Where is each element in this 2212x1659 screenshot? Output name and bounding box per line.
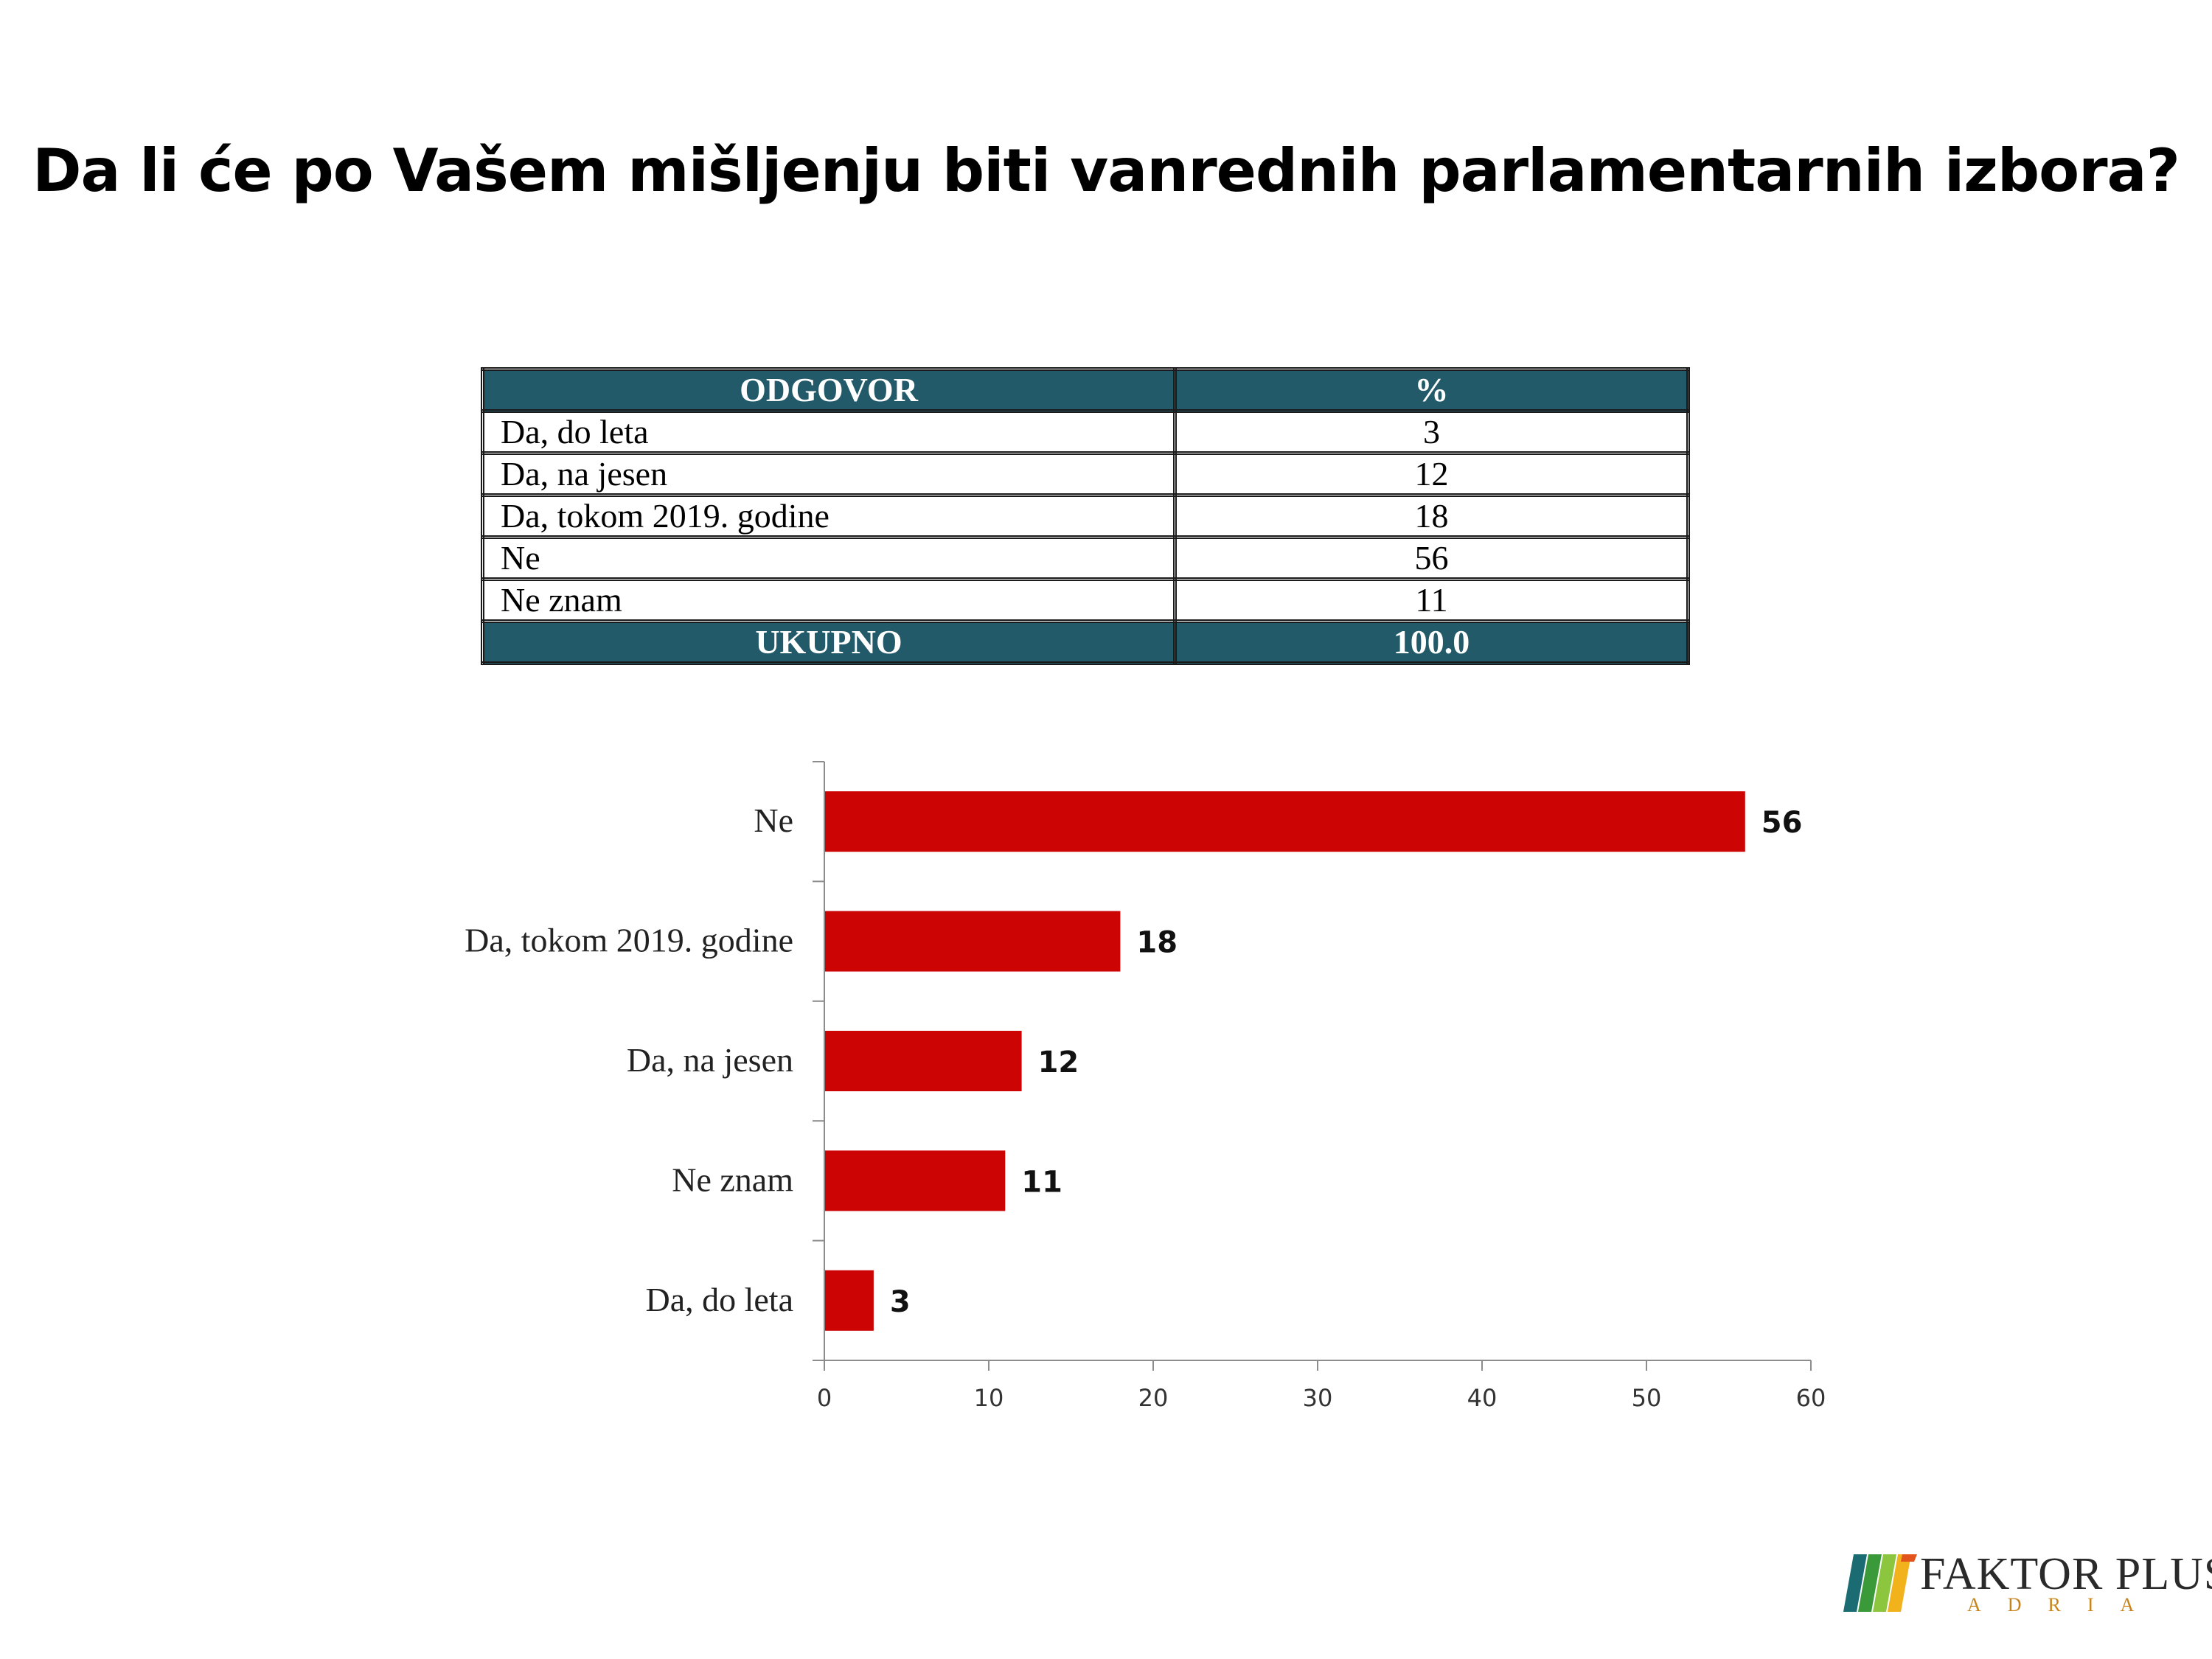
category-label: Da, do leta xyxy=(645,1281,793,1318)
data-label: 3 xyxy=(890,1285,911,1319)
table-total-row: UKUPNO 100.0 xyxy=(481,619,1690,665)
logo-name: FAKTOR PLUS xyxy=(1920,1549,2212,1599)
data-label: 18 xyxy=(1136,926,1178,960)
bar xyxy=(825,911,1121,972)
row-value: 12 xyxy=(1173,451,1690,497)
x-tick-label: 20 xyxy=(1138,1384,1169,1412)
table-row: Da, na jesen 12 xyxy=(481,451,1690,497)
x-tick-label: 0 xyxy=(817,1384,832,1412)
data-label: 56 xyxy=(1761,806,1803,840)
x-tick-label: 60 xyxy=(1796,1384,1826,1412)
table-row: Da, tokom 2019. godine 18 xyxy=(481,493,1690,539)
row-label: Ne xyxy=(481,535,1177,581)
row-value: 11 xyxy=(1173,577,1690,623)
company-logo: FAKTOR PLUS ADRIA xyxy=(1843,1548,2212,1615)
row-label: Da, do leta xyxy=(481,409,1177,455)
category-label: Da, na jesen xyxy=(627,1041,793,1079)
faktor-plus-logo-icon xyxy=(1843,1554,1917,1612)
bar-chart: 0 10 20 30 40 50 60 Ne 56 Da, tokom 2019. godine 1… xyxy=(465,761,1826,1412)
row-label: Da, na jesen xyxy=(481,451,1177,497)
x-tick-label: 30 xyxy=(1303,1384,1333,1412)
x-tick-label: 10 xyxy=(974,1384,1004,1412)
total-value: 100.0 xyxy=(1173,619,1690,665)
total-label: UKUPNO xyxy=(481,619,1177,665)
category-label: Ne xyxy=(754,801,793,839)
row-value: 3 xyxy=(1173,409,1690,455)
table-row: Da, do leta 3 xyxy=(481,409,1690,455)
logo-subtitle: ADRIA xyxy=(1967,1594,2161,1615)
row-value: 18 xyxy=(1173,493,1690,539)
row-label: Da, tokom 2019. godine xyxy=(481,493,1177,539)
bar xyxy=(825,1031,1022,1091)
data-label: 11 xyxy=(1021,1165,1062,1199)
results-table: ODGOVOR % Da, do leta 3 Da, na jesen 12 … xyxy=(481,367,1690,665)
table-row: Ne 56 xyxy=(481,535,1690,581)
x-tick-label: 50 xyxy=(1632,1384,1662,1412)
category-label: Da, tokom 2019. godine xyxy=(465,922,793,959)
x-tick-label: 40 xyxy=(1467,1384,1498,1412)
header-answer: ODGOVOR xyxy=(481,367,1177,413)
row-value: 56 xyxy=(1173,535,1690,581)
bar xyxy=(825,1150,1006,1211)
category-label: Ne znam xyxy=(672,1161,793,1198)
bar xyxy=(825,791,1745,852)
page-title: Da li će po Vašem mišljenju biti vanredn… xyxy=(32,136,2180,205)
row-label: Ne znam xyxy=(481,577,1177,623)
table-row: Ne znam 11 xyxy=(481,577,1690,623)
data-label: 12 xyxy=(1038,1046,1079,1079)
bar xyxy=(825,1270,874,1331)
table-header-row: ODGOVOR % xyxy=(481,367,1690,413)
header-percent: % xyxy=(1173,367,1690,413)
